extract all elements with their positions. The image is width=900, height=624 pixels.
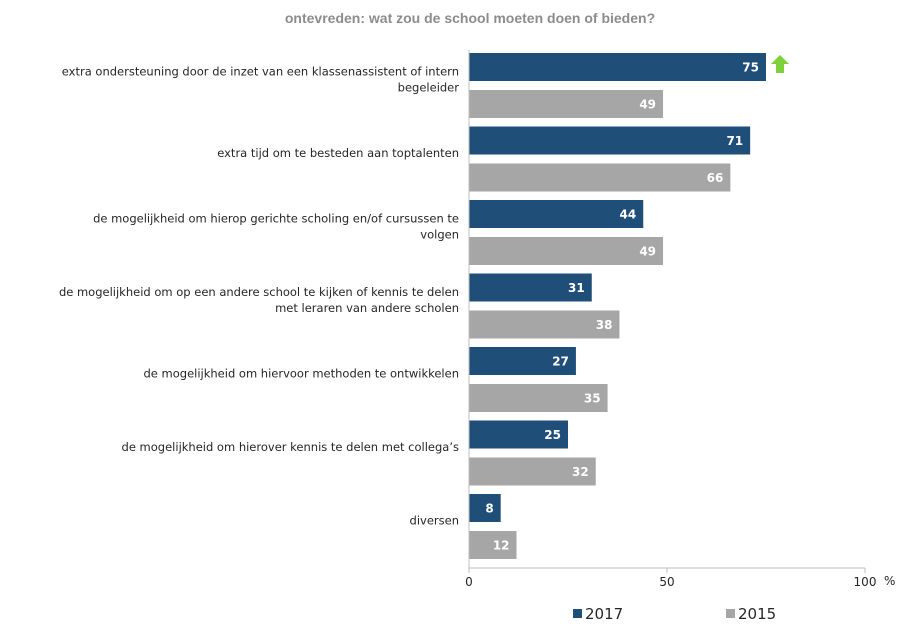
x-axis: 0 50 100% xyxy=(465,50,895,589)
data-label: 31 xyxy=(568,281,585,295)
x-tick-label: 0 xyxy=(465,575,473,589)
category-label: de mogelijkheid om hierop gerichte schol… xyxy=(93,212,459,226)
legend-label-2017: 2017 xyxy=(585,605,623,623)
category-label: met leraren van andere scholen xyxy=(275,301,459,315)
category-label: extra ondersteuning door de inzet van ee… xyxy=(62,65,459,79)
data-label: 71 xyxy=(726,134,743,148)
category-label: extra tijd om te besteden aan toptalente… xyxy=(217,146,459,160)
bar-2015 xyxy=(469,163,731,192)
data-label: 25 xyxy=(544,428,561,442)
bar-2017 xyxy=(469,494,501,522)
bar-2015 xyxy=(469,457,596,486)
bar-2017 xyxy=(469,200,644,228)
legend-swatch-2017 xyxy=(573,609,582,618)
data-label: 44 xyxy=(620,208,637,222)
x-tick-label: 100 xyxy=(854,575,877,589)
legend-swatch-2015 xyxy=(726,609,735,618)
bar-2015 xyxy=(469,90,664,118)
bars: 75 49 71 66 44 49 31 38 27 35 25 32 8 12 xyxy=(469,53,789,559)
chart-title: ontevreden: wat zou de school moeten doe… xyxy=(285,10,655,26)
data-label: 38 xyxy=(596,318,613,332)
legend-label-2015: 2015 xyxy=(738,605,776,623)
category-labels: extra ondersteuning door de inzet van ee… xyxy=(59,65,459,528)
data-label: 8 xyxy=(485,502,493,516)
data-label: 49 xyxy=(639,98,656,112)
data-label: 49 xyxy=(639,245,656,259)
up-arrow-icon xyxy=(771,55,789,73)
x-tick-label: 50 xyxy=(659,575,674,589)
category-label: de mogelijkheid om hierover kennis te de… xyxy=(122,440,459,454)
data-label: 12 xyxy=(493,539,510,553)
data-label: 32 xyxy=(572,465,589,479)
bar-2017 xyxy=(469,273,592,302)
bar-2015 xyxy=(469,310,620,339)
legend: 2017 2015 xyxy=(573,605,776,623)
category-label: begeleider xyxy=(398,81,460,95)
bar-2017 xyxy=(469,347,576,375)
data-label: 35 xyxy=(584,392,601,406)
bar-2015 xyxy=(469,237,664,265)
x-axis-unit: % xyxy=(884,574,895,588)
data-label: 66 xyxy=(707,171,724,185)
bar-2017 xyxy=(469,420,568,449)
bar-2017 xyxy=(469,53,766,81)
bar-2017 xyxy=(469,126,751,155)
bar-2015 xyxy=(469,531,517,559)
bar-2015 xyxy=(469,384,608,412)
category-label: volgen xyxy=(420,228,459,242)
data-label: 27 xyxy=(552,355,569,369)
category-label: de mogelijkheid om hiervoor methoden te … xyxy=(144,367,460,381)
category-label: diversen xyxy=(410,514,459,528)
data-label: 75 xyxy=(742,61,759,75)
category-label: de mogelijkheid om op een andere school … xyxy=(59,285,459,299)
